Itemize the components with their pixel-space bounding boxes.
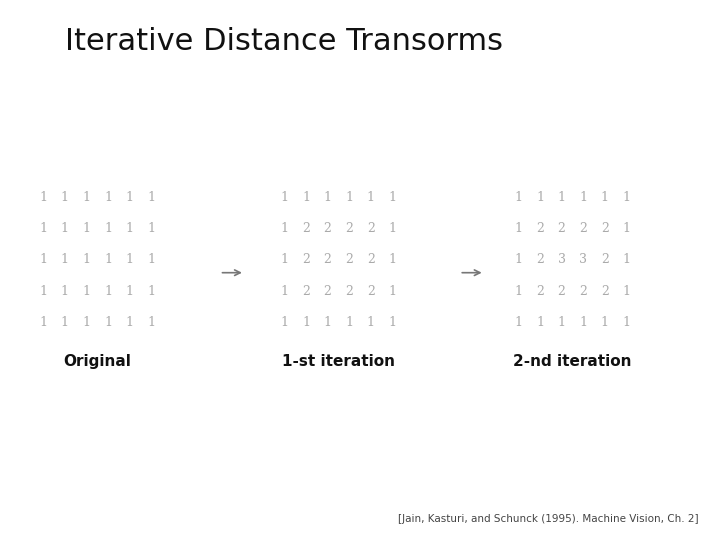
Text: 1: 1 — [345, 191, 354, 204]
Text: 2: 2 — [601, 285, 608, 298]
Text: 1: 1 — [514, 285, 523, 298]
Text: 2: 2 — [536, 285, 544, 298]
Text: 1: 1 — [60, 253, 69, 266]
Text: 1: 1 — [147, 285, 156, 298]
Text: 2: 2 — [601, 253, 608, 266]
Text: 1: 1 — [600, 316, 609, 329]
Text: 2: 2 — [302, 253, 310, 266]
Text: 2: 2 — [580, 222, 587, 235]
Text: 2: 2 — [346, 285, 353, 298]
Text: Iterative Distance Transorms: Iterative Distance Transorms — [65, 27, 503, 56]
Text: 2: 2 — [367, 253, 374, 266]
Text: 1-st iteration: 1-st iteration — [282, 354, 395, 369]
Text: 1: 1 — [280, 316, 289, 329]
Text: 1: 1 — [388, 285, 397, 298]
Text: 1: 1 — [39, 222, 48, 235]
Text: 1: 1 — [388, 222, 397, 235]
Text: 2: 2 — [536, 253, 544, 266]
Text: 1: 1 — [622, 222, 631, 235]
Text: 1: 1 — [514, 253, 523, 266]
Text: 1: 1 — [104, 253, 112, 266]
Text: 1: 1 — [125, 285, 134, 298]
Text: 1: 1 — [536, 191, 544, 204]
Text: 1: 1 — [125, 191, 134, 204]
Text: 1: 1 — [60, 222, 69, 235]
Text: 1: 1 — [280, 285, 289, 298]
Text: 2: 2 — [580, 285, 587, 298]
Text: 3: 3 — [557, 253, 566, 266]
Text: 1: 1 — [622, 253, 631, 266]
Text: 1: 1 — [104, 222, 112, 235]
Text: 1: 1 — [104, 285, 112, 298]
Text: 2: 2 — [536, 222, 544, 235]
Text: 1: 1 — [104, 316, 112, 329]
Text: 2: 2 — [324, 222, 331, 235]
Text: 1: 1 — [280, 253, 289, 266]
Text: 1: 1 — [366, 316, 375, 329]
Text: 2: 2 — [346, 253, 353, 266]
Text: 1: 1 — [82, 253, 91, 266]
Text: 1: 1 — [302, 191, 310, 204]
Text: 2: 2 — [324, 285, 331, 298]
Text: 1: 1 — [622, 285, 631, 298]
Text: 1: 1 — [557, 316, 566, 329]
Text: 1: 1 — [514, 222, 523, 235]
Text: [Jain, Kasturi, and Schunck (1995). Machine Vision, Ch. 2]: [Jain, Kasturi, and Schunck (1995). Mach… — [397, 514, 698, 524]
Text: 1: 1 — [280, 222, 289, 235]
Text: 1: 1 — [82, 222, 91, 235]
Text: 2-nd iteration: 2-nd iteration — [513, 354, 631, 369]
Text: 1: 1 — [39, 191, 48, 204]
Text: 2: 2 — [324, 253, 331, 266]
Text: 1: 1 — [323, 316, 332, 329]
Text: 1: 1 — [39, 253, 48, 266]
Text: 1: 1 — [60, 316, 69, 329]
Text: 1: 1 — [82, 285, 91, 298]
Text: 1: 1 — [579, 316, 588, 329]
Text: 2: 2 — [367, 285, 374, 298]
Text: 2: 2 — [601, 222, 608, 235]
Text: 1: 1 — [557, 191, 566, 204]
Text: 1: 1 — [147, 222, 156, 235]
Text: 1: 1 — [104, 191, 112, 204]
Text: 1: 1 — [388, 253, 397, 266]
Text: 1: 1 — [388, 191, 397, 204]
Text: 1: 1 — [388, 316, 397, 329]
Text: 1: 1 — [39, 316, 48, 329]
Text: 1: 1 — [536, 316, 544, 329]
Text: 2: 2 — [346, 222, 353, 235]
Text: 1: 1 — [125, 222, 134, 235]
Text: 1: 1 — [82, 191, 91, 204]
Text: 1: 1 — [60, 191, 69, 204]
Text: Original: Original — [63, 354, 131, 369]
Text: 1: 1 — [622, 316, 631, 329]
Text: 1: 1 — [600, 191, 609, 204]
Text: 1: 1 — [579, 191, 588, 204]
Text: 1: 1 — [323, 191, 332, 204]
Text: 1: 1 — [125, 316, 134, 329]
Text: 2: 2 — [558, 285, 565, 298]
Text: 1: 1 — [147, 253, 156, 266]
Text: 1: 1 — [514, 191, 523, 204]
Text: 1: 1 — [622, 191, 631, 204]
Text: 2: 2 — [302, 222, 310, 235]
Text: 1: 1 — [514, 316, 523, 329]
Text: 1: 1 — [280, 191, 289, 204]
Text: 1: 1 — [125, 253, 134, 266]
Text: 1: 1 — [82, 316, 91, 329]
Text: 1: 1 — [345, 316, 354, 329]
Text: 1: 1 — [302, 316, 310, 329]
Text: 2: 2 — [302, 285, 310, 298]
Text: 1: 1 — [60, 285, 69, 298]
Text: 1: 1 — [147, 191, 156, 204]
Text: 2: 2 — [367, 222, 374, 235]
Text: 1: 1 — [366, 191, 375, 204]
Text: 1: 1 — [39, 285, 48, 298]
Text: 3: 3 — [579, 253, 588, 266]
Text: 2: 2 — [558, 222, 565, 235]
Text: 1: 1 — [147, 316, 156, 329]
